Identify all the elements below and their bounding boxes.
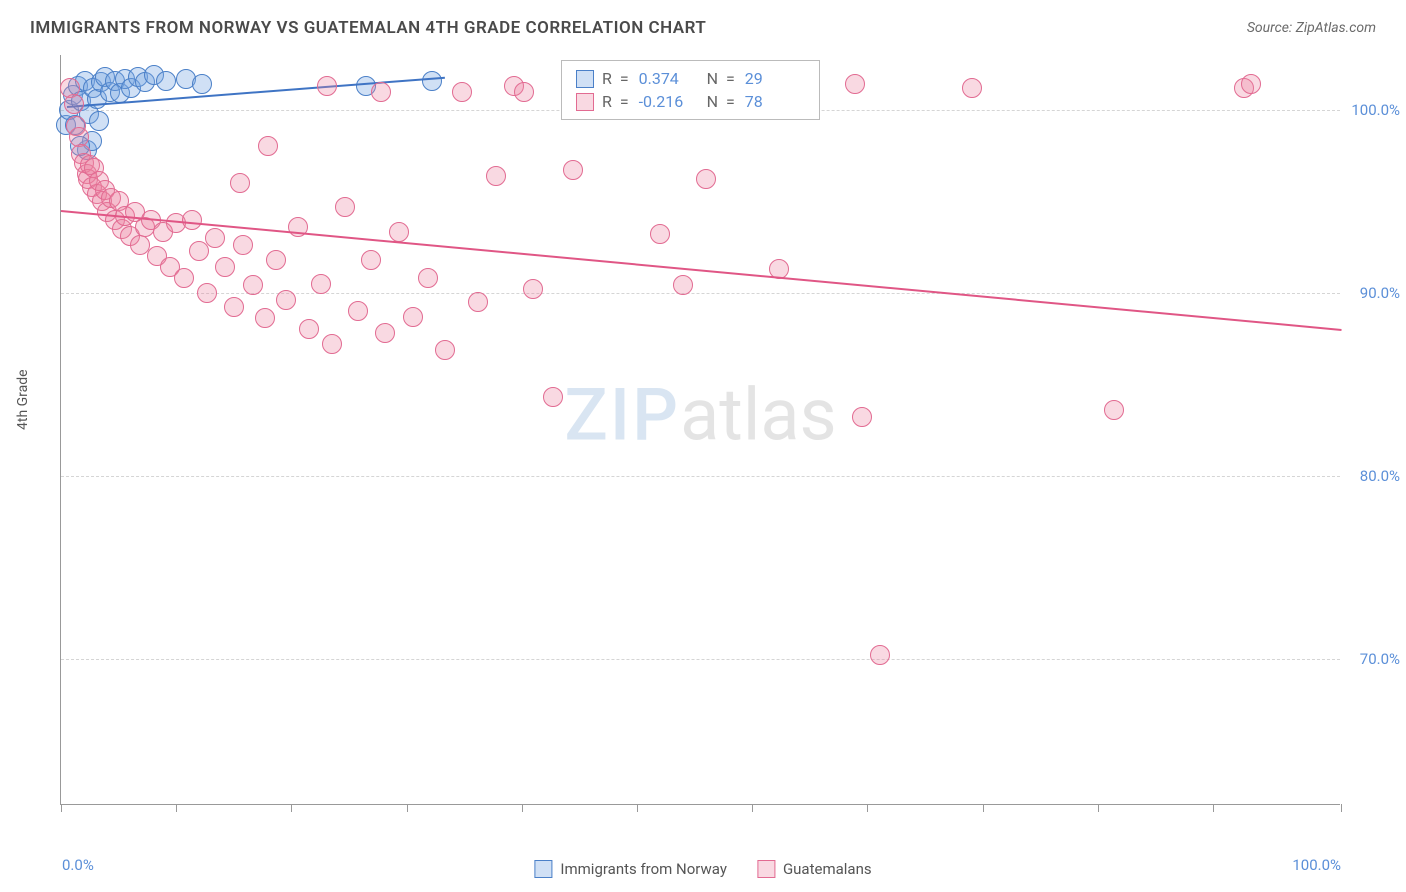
data-point [182, 210, 202, 230]
data-point [870, 645, 890, 665]
x-tick [1098, 804, 1099, 812]
legend-swatch-norway [534, 860, 552, 878]
x-tick [983, 804, 984, 812]
data-point [255, 308, 275, 328]
data-point [64, 94, 84, 114]
data-point [335, 197, 355, 217]
data-point [276, 290, 296, 310]
data-point [468, 292, 488, 312]
source-label: Source: ZipAtlas.com [1247, 20, 1376, 36]
stats-n-value: 29 [745, 69, 805, 88]
x-axis-min-label: 0.0% [62, 856, 94, 874]
data-point [322, 334, 342, 354]
stats-r-label: R = [602, 69, 631, 88]
data-point [371, 82, 391, 102]
data-point [192, 74, 212, 94]
legend-label-norway: Immigrants from Norway [560, 860, 727, 878]
data-point [673, 275, 693, 295]
data-point [1241, 74, 1261, 94]
stats-r-value: -0.216 [639, 92, 699, 111]
data-point [845, 74, 865, 94]
gridline [61, 476, 1340, 477]
chart-title: IMMIGRANTS FROM NORWAY VS GUATEMALAN 4TH… [30, 18, 706, 38]
legend-label-guatemalans: Guatemalans [783, 860, 872, 878]
data-point [230, 173, 250, 193]
data-point [215, 257, 235, 277]
y-tick-label: 80.0% [1360, 467, 1400, 485]
x-tick [752, 804, 753, 812]
data-point [348, 301, 368, 321]
data-point [375, 323, 395, 343]
data-point [486, 166, 506, 186]
data-point [361, 250, 381, 270]
data-point [197, 283, 217, 303]
data-point [233, 235, 253, 255]
data-point [156, 71, 176, 91]
data-point [523, 279, 543, 299]
stats-r-value: 0.374 [639, 69, 699, 88]
y-tick-label: 90.0% [1360, 284, 1400, 302]
legend-swatch-guatemalans [757, 860, 775, 878]
trend-line [61, 210, 1341, 331]
data-point [205, 228, 225, 248]
x-tick [522, 804, 523, 812]
x-tick [176, 804, 177, 812]
x-axis-max-label: 100.0% [1292, 856, 1341, 874]
data-point [418, 268, 438, 288]
y-tick-label: 70.0% [1360, 650, 1400, 668]
x-tick [1213, 804, 1214, 812]
data-point [243, 275, 263, 295]
x-tick [61, 804, 62, 812]
stats-n-value: 78 [745, 92, 805, 111]
data-point [435, 340, 455, 360]
x-tick [867, 804, 868, 812]
data-point [89, 111, 109, 131]
data-point [1104, 400, 1124, 420]
gridline [61, 659, 1340, 660]
data-point [452, 82, 472, 102]
data-point [224, 297, 244, 317]
y-axis-label: 4th Grade [15, 369, 31, 430]
data-point [311, 274, 331, 294]
stats-row: R = 0.374 N = 29 [576, 67, 805, 90]
data-point [389, 222, 409, 242]
data-point [403, 307, 423, 327]
data-point [174, 268, 194, 288]
legend: Immigrants from Norway Guatemalans [534, 860, 871, 878]
data-point [696, 169, 716, 189]
x-tick [407, 804, 408, 812]
data-point [543, 387, 563, 407]
data-point [650, 224, 670, 244]
data-point [563, 160, 583, 180]
x-tick [291, 804, 292, 812]
legend-item-norway: Immigrants from Norway [534, 860, 727, 878]
chart-plot-area: ZIPatlas 70.0%80.0%90.0%100.0%R =0.374N … [60, 55, 1340, 805]
data-point [852, 407, 872, 427]
data-point [962, 78, 982, 98]
data-point [299, 319, 319, 339]
stats-n-label: N = [707, 69, 737, 88]
data-point [514, 82, 534, 102]
stats-swatch [576, 70, 594, 88]
data-point [258, 136, 278, 156]
data-point [317, 76, 337, 96]
stats-box: R = 0.374 N = 29 R = -0.216 N = 78 [561, 60, 820, 120]
chart-header: IMMIGRANTS FROM NORWAY VS GUATEMALAN 4TH… [0, 0, 1406, 48]
data-point [266, 250, 286, 270]
stats-n-label: N = [707, 92, 737, 111]
stats-r-label: R = [602, 92, 631, 111]
watermark: ZIPatlas [564, 372, 836, 457]
x-tick [1341, 804, 1342, 812]
watermark-zip: ZIP [564, 372, 680, 457]
data-point [422, 71, 442, 91]
stats-row: R = -0.216 N = 78 [576, 90, 805, 113]
watermark-atlas: atlas [680, 372, 837, 457]
legend-item-guatemalans: Guatemalans [757, 860, 872, 878]
x-tick [637, 804, 638, 812]
y-tick-label: 100.0% [1351, 101, 1400, 119]
stats-swatch [576, 93, 594, 111]
